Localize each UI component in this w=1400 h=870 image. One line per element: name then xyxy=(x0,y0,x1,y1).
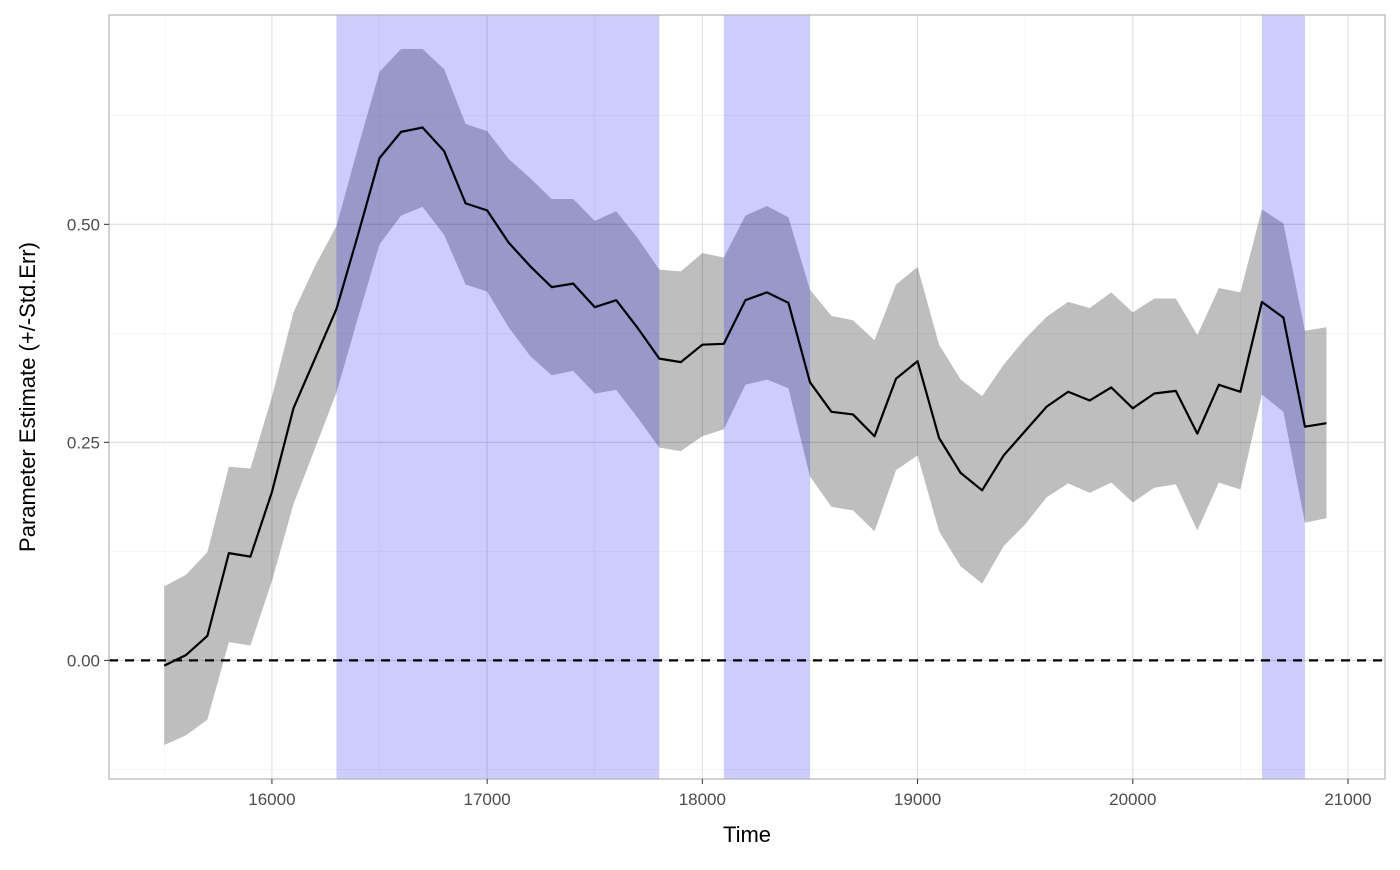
highlight-band xyxy=(723,15,810,779)
y-axis: 0.00 0.25 0.50 xyxy=(67,215,109,670)
y-tick-label: 0.50 xyxy=(67,215,100,234)
highlight-layer xyxy=(336,15,1305,779)
estimate-line-layer xyxy=(163,126,1327,667)
y-tick-label: 0.00 xyxy=(67,651,100,670)
x-tick-label: 20000 xyxy=(1109,790,1156,809)
x-axis: 16000 17000 18000 19000 20000 21000 xyxy=(248,779,1372,809)
x-tick-label: 21000 xyxy=(1324,790,1371,809)
x-tick-label: 18000 xyxy=(679,790,726,809)
x-tick-label: 19000 xyxy=(894,790,941,809)
x-axis-label: Time xyxy=(723,822,771,847)
std-err-ribbon xyxy=(164,49,1327,745)
y-tick-label: 0.25 xyxy=(67,433,100,452)
panel-border xyxy=(108,14,1386,780)
estimate-line xyxy=(163,126,1327,667)
highlight-band xyxy=(1261,15,1305,779)
x-tick-label: 16000 xyxy=(248,790,295,809)
y-axis-label: Parameter Estimate (+/-Std.Err) xyxy=(15,242,40,552)
x-tick-label: 17000 xyxy=(463,790,510,809)
highlight-band xyxy=(336,15,660,779)
std-err-ribbon-layer xyxy=(164,49,1327,745)
